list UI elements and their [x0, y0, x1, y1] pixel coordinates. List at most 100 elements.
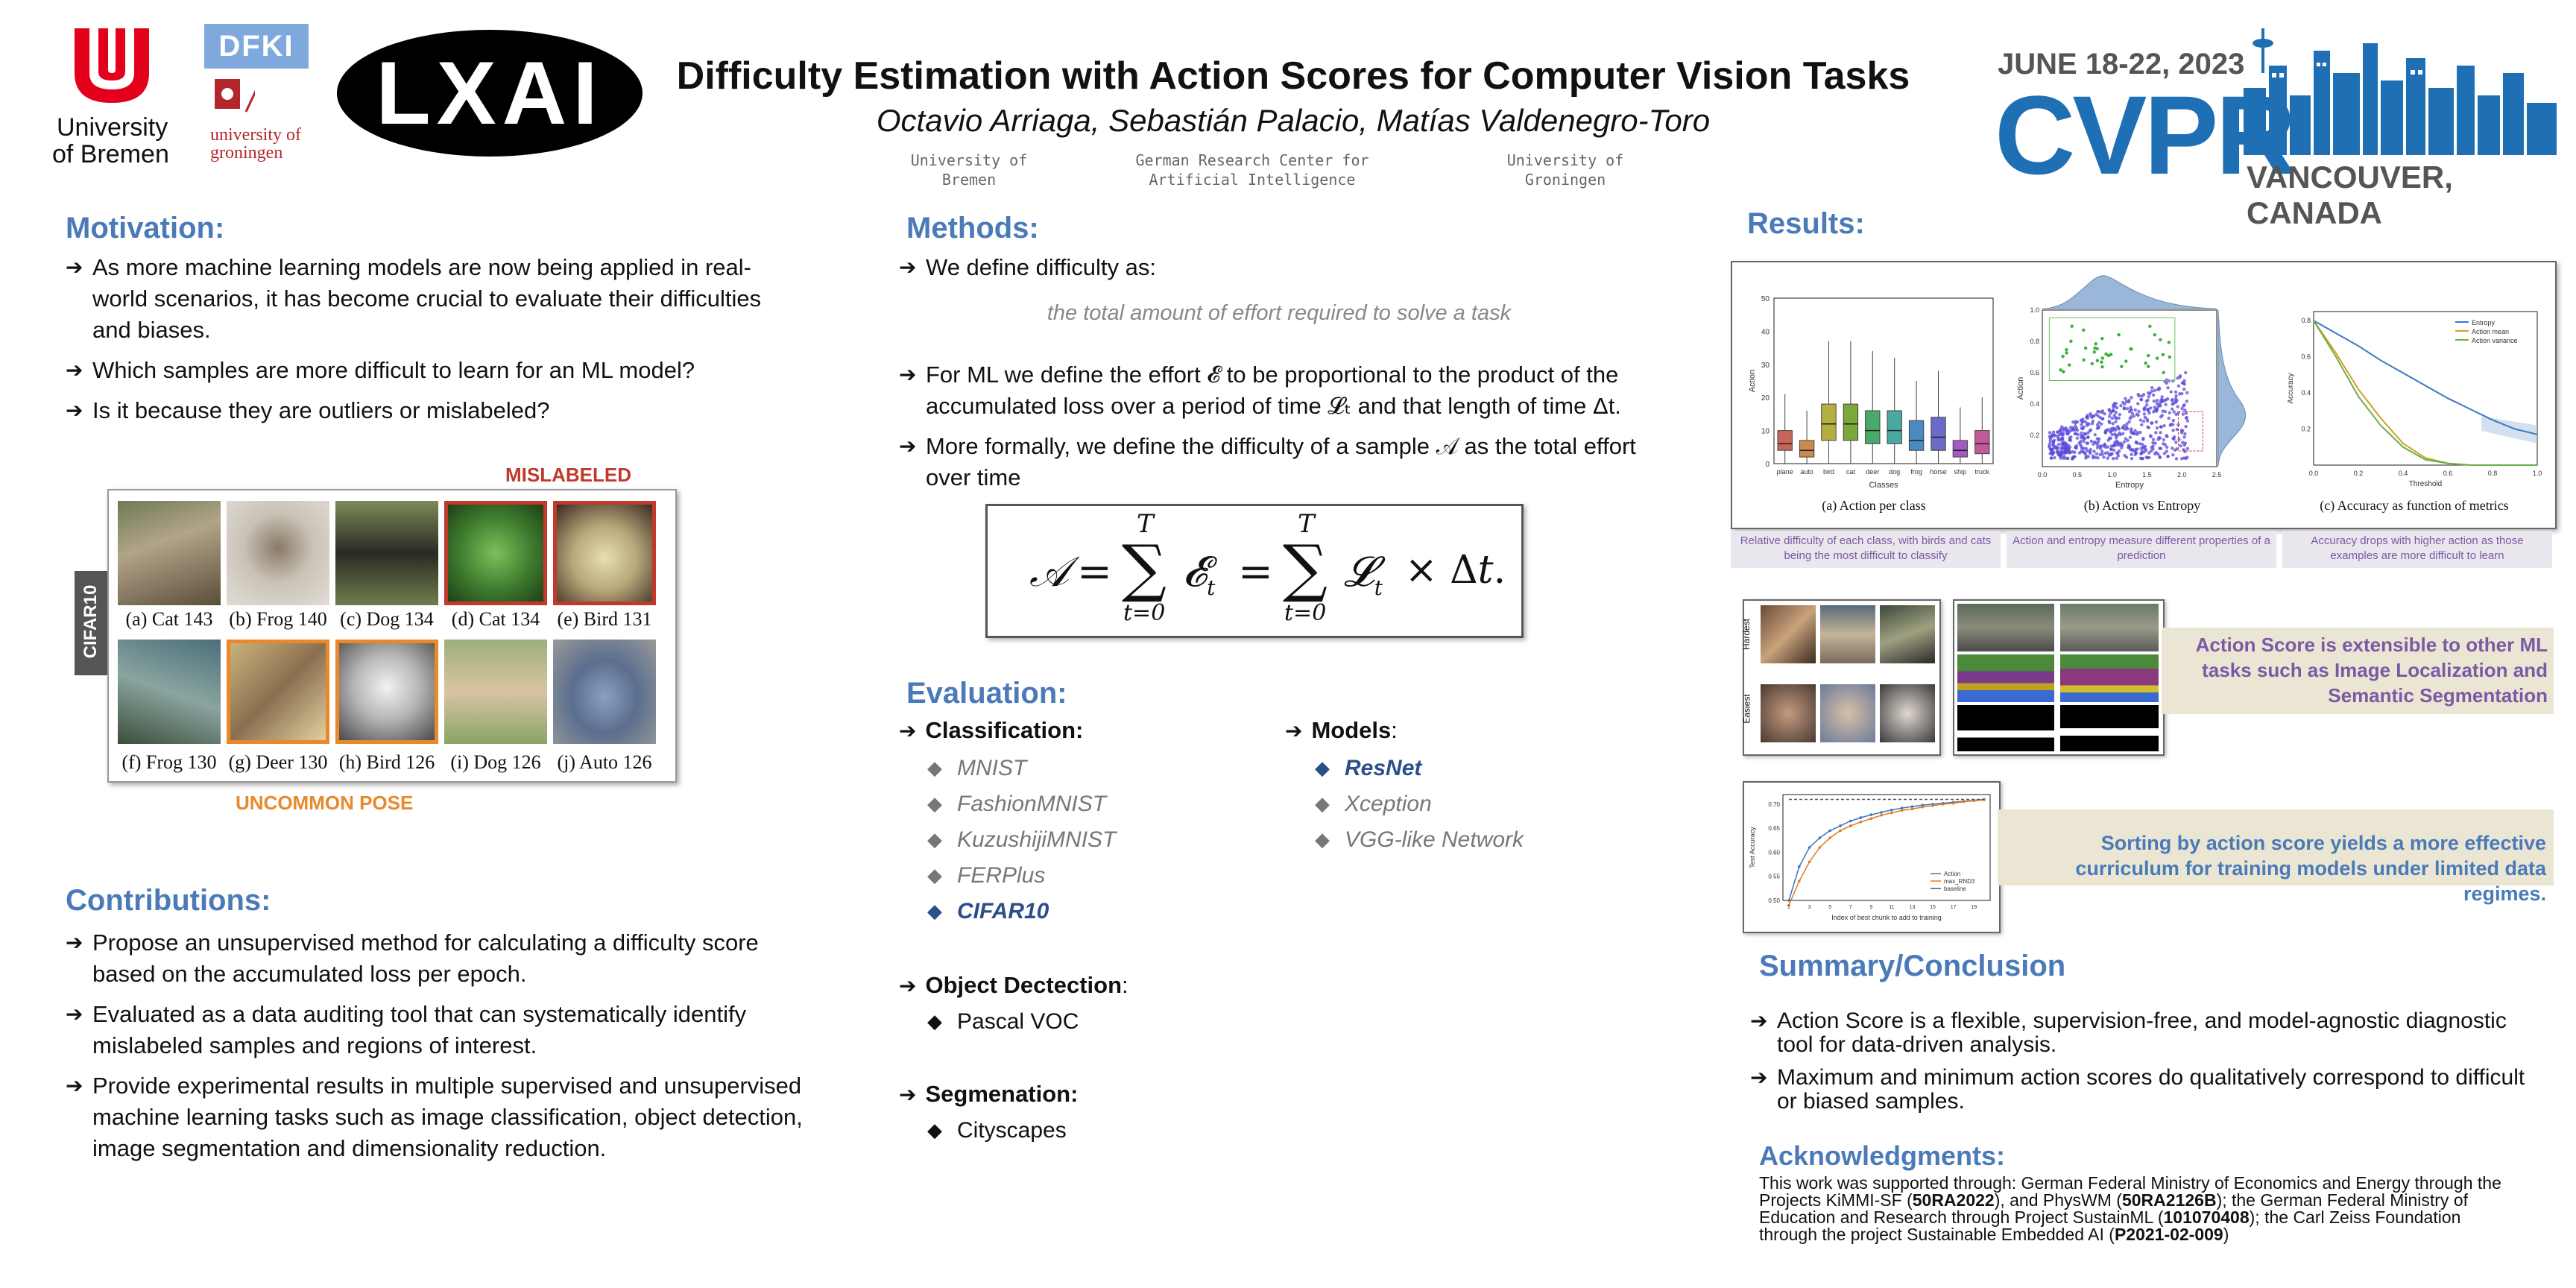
- ack-heading: Acknowledgments:: [1759, 1140, 2006, 1171]
- arrow-icon: ➔: [899, 1082, 917, 1107]
- outlier-point: [2106, 353, 2111, 358]
- series-point: [1921, 805, 1925, 809]
- scatter-point: [2097, 410, 2101, 414]
- confidence-band: [2481, 416, 2537, 443]
- scatter-point: [2114, 411, 2118, 414]
- scatter-point: [2151, 438, 2156, 442]
- scatter-point: [2071, 457, 2074, 461]
- scatter-point: [2165, 445, 2169, 449]
- scatter-point: [2128, 435, 2133, 439]
- scatter-point: [2156, 388, 2159, 391]
- formula-l: 𝓛t: [1344, 548, 1383, 601]
- x-tick-label: 1: [1787, 905, 1790, 910]
- cifar-thumb-frog-2: [118, 640, 221, 744]
- scatter-point: [2175, 427, 2179, 432]
- cifar-caption: (a) Cat 143: [125, 608, 213, 630]
- scatter-point: [2048, 441, 2052, 445]
- scatter-point: [2096, 456, 2100, 460]
- scatter-point: [2141, 393, 2146, 397]
- scatter-point: [2178, 392, 2182, 396]
- series-point: [1869, 813, 1873, 816]
- contribution-bullet: Provide experimental results in multiple…: [66, 1070, 804, 1164]
- scatter-point: [2074, 421, 2077, 425]
- y-axis-label: Action: [2016, 377, 2025, 400]
- x-tick-label: 0.5: [2073, 471, 2083, 479]
- dfki-logo: DFKI: [204, 24, 309, 69]
- x-tick-label: 9: [1869, 905, 1872, 910]
- scatter-point: [2112, 405, 2115, 409]
- panel-a-caption: (a) Action per class: [1822, 498, 1926, 513]
- scatter-point: [2162, 442, 2165, 446]
- scatter-point: [2177, 438, 2181, 441]
- action-vs-entropy-chart: 0.0 0.5 1.0 1.5 2.0 2.5 0.2 0.4 0.6 0.8 1.0 Entropy…: [2016, 275, 2247, 490]
- scatter-point: [2052, 438, 2056, 442]
- methods-heading: Methods:: [906, 212, 1039, 244]
- formula-eq2: =: [1238, 548, 1273, 596]
- contribution-bullet: Evaluated as a data auditing tool that c…: [66, 999, 804, 1061]
- formula-sum1-bottom: t=0: [1123, 600, 1166, 626]
- scatter-point: [2143, 444, 2147, 449]
- series-point: [1890, 811, 1893, 815]
- scatter-point: [2095, 442, 2099, 446]
- cifar-thumb-frog: [227, 501, 329, 605]
- seg-thumb-photo: [2060, 604, 2159, 651]
- scatter-point: [2154, 420, 2159, 424]
- motivation-heading: Motivation:: [66, 212, 225, 244]
- scatter-point: [2185, 446, 2190, 451]
- series-point: [1942, 803, 1945, 806]
- scatter-point: [2079, 440, 2083, 443]
- dataset-item: FERPlus: [927, 862, 1300, 890]
- scatter-point: [2163, 409, 2168, 414]
- models-list: ResNet Xception VGG-like Network: [1315, 754, 1688, 862]
- y-tick-label: 0.65: [1768, 825, 1780, 832]
- x-tick-label: 1.0: [2107, 471, 2117, 479]
- x-tick-label: 11: [1889, 905, 1894, 910]
- scatter-point: [2182, 387, 2186, 391]
- plot-frame: [1782, 794, 1991, 901]
- y-tick-label: 0.8: [2301, 317, 2311, 324]
- series-point: [1900, 806, 1904, 809]
- formula-sum1: ∑: [1122, 531, 1167, 604]
- scatter-point: [2149, 435, 2153, 438]
- box-body: [1974, 430, 1990, 455]
- scatter-point: [2063, 442, 2067, 446]
- scatter-point: [2053, 455, 2056, 460]
- legend-label: Action mean: [2472, 328, 2509, 335]
- scatter-point: [2048, 435, 2051, 438]
- scatter-point: [2162, 424, 2166, 428]
- scatter-point: [2151, 393, 2156, 397]
- formula-sum2: ∑: [1283, 531, 1328, 604]
- scatter-point: [2121, 432, 2125, 435]
- results-heading: Results:: [1747, 207, 1865, 240]
- dataset-item: FashionMNIST: [927, 790, 1300, 818]
- scatter-point: [2171, 418, 2176, 423]
- scatter-point: [2165, 435, 2169, 438]
- scatter-point: [2153, 388, 2156, 393]
- scatter-point: [2141, 420, 2146, 423]
- groningen-line2: groningen: [210, 143, 283, 162]
- series-point: [1797, 865, 1801, 868]
- y-tick-label: 0.8: [2030, 338, 2039, 345]
- scatter-point: [2121, 426, 2125, 430]
- formula-a: 𝒜: [1029, 548, 1069, 596]
- scatter-point: [2086, 449, 2089, 453]
- scatter-point: [2089, 428, 2093, 432]
- ack-text: This work was supported through: German …: [1759, 1175, 2519, 1243]
- scatter-point: [2133, 429, 2137, 432]
- bremen-line2: of Bremen: [52, 140, 169, 168]
- scatter-point: [2110, 416, 2115, 420]
- x-tick-label: 17: [1951, 905, 1957, 910]
- scatter-point: [2048, 438, 2052, 443]
- box-body: [1821, 403, 1837, 441]
- outlier-point: [2095, 359, 2100, 363]
- scatter-point: [2174, 390, 2178, 394]
- scatter-point: [2062, 426, 2065, 430]
- scatter-point: [2171, 437, 2175, 441]
- scatter-point: [2176, 405, 2179, 408]
- scatter-point: [2162, 452, 2167, 455]
- cvpr-location: VANCOUVER, CANADA: [2247, 160, 2453, 230]
- scatter-point: [2110, 432, 2114, 437]
- cifar-thumb-dog-2: [444, 640, 547, 744]
- legend-label: Entropy: [2472, 319, 2496, 326]
- curriculum-figure: Action max_RND3 baseline 0.50 0.55 0.60 0.65 0.…: [1743, 781, 2001, 933]
